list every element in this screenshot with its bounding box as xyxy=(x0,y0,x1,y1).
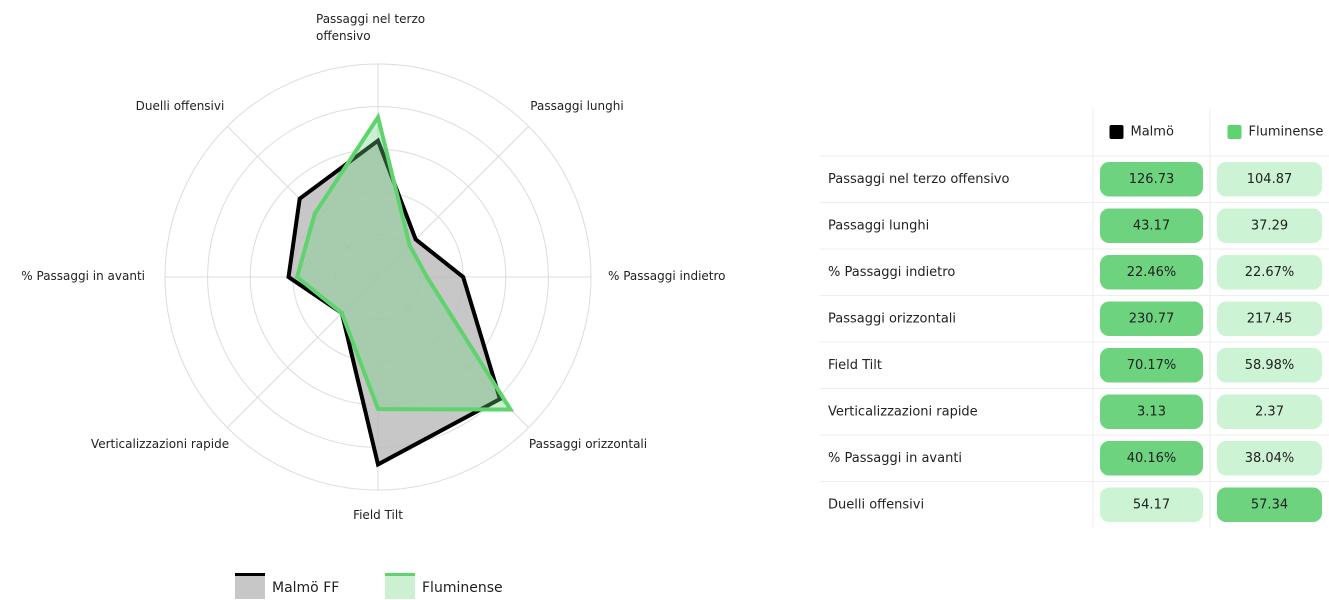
value-text: 230.77 xyxy=(1129,311,1175,326)
row-label: Passaggi lunghi xyxy=(828,218,929,233)
axis-label: Passaggi orizzontali xyxy=(528,437,648,451)
value-text: 54.17 xyxy=(1133,497,1170,512)
value-pill xyxy=(1217,487,1322,522)
radar-area xyxy=(286,137,503,468)
value-pill xyxy=(1100,348,1203,383)
row-label: % Passaggi indietro xyxy=(828,265,955,280)
legend-label: Malmö FF xyxy=(272,580,339,596)
row-label: Duelli offensivi xyxy=(828,497,924,512)
row-label: % Passaggi in avanti xyxy=(828,451,962,466)
column-swatch xyxy=(1227,125,1242,139)
value-text: 58.98% xyxy=(1245,358,1295,373)
axis-label: Verticalizzazioni rapide xyxy=(90,437,230,451)
radar-area xyxy=(294,112,515,412)
value-text: 217.45 xyxy=(1247,311,1293,326)
axis-label: Passaggi nel terzo offensivo xyxy=(316,12,426,43)
legend-swatch xyxy=(235,573,265,599)
value-text: 40.16% xyxy=(1127,451,1177,466)
value-text: 37.29 xyxy=(1251,218,1288,233)
value-text: 43.17 xyxy=(1133,218,1170,233)
column-swatch xyxy=(1109,125,1124,139)
value-pill xyxy=(1217,255,1322,290)
row-label: Passaggi orizzontali xyxy=(828,311,956,326)
value-pill xyxy=(1100,162,1203,197)
value-pill xyxy=(1217,441,1322,476)
row-label: Field Tilt xyxy=(828,358,882,373)
value-pill xyxy=(1100,301,1203,336)
value-text: 3.13 xyxy=(1137,404,1166,419)
axis-label: % Passaggi in avanti xyxy=(21,269,145,283)
value-pill xyxy=(1217,208,1322,243)
value-pill xyxy=(1100,255,1203,290)
column-header: Fluminense xyxy=(1249,125,1324,140)
value-text: 2.37 xyxy=(1255,404,1284,419)
value-pill xyxy=(1217,301,1322,336)
value-text: 70.17% xyxy=(1127,358,1177,373)
axis-label: Field Tilt xyxy=(353,508,403,522)
value-pill xyxy=(1217,162,1322,197)
value-pill xyxy=(1100,441,1203,476)
value-text: 38.04% xyxy=(1245,451,1295,466)
value-pill xyxy=(1100,487,1203,522)
legend-swatch xyxy=(385,573,415,599)
axis-label: Duelli offensivi xyxy=(135,99,225,113)
value-pill xyxy=(1100,208,1203,243)
axis-label: % Passaggi indietro xyxy=(608,269,726,283)
legend-label: Fluminense xyxy=(422,580,503,596)
value-pill xyxy=(1217,394,1322,429)
value-text: 22.67% xyxy=(1245,265,1295,280)
row-label: Passaggi nel terzo offensivo xyxy=(828,172,1010,187)
value-pill xyxy=(1217,348,1322,383)
value-text: 22.46% xyxy=(1127,265,1177,280)
value-text: 126.73 xyxy=(1129,172,1175,187)
column-header: Malmö xyxy=(1131,125,1174,140)
axis-label: Passaggi lunghi xyxy=(530,99,624,113)
value-text: 57.34 xyxy=(1251,497,1288,512)
value-text: 104.87 xyxy=(1247,172,1293,187)
value-pill xyxy=(1100,394,1203,429)
row-label: Verticalizzazioni rapide xyxy=(828,404,978,419)
